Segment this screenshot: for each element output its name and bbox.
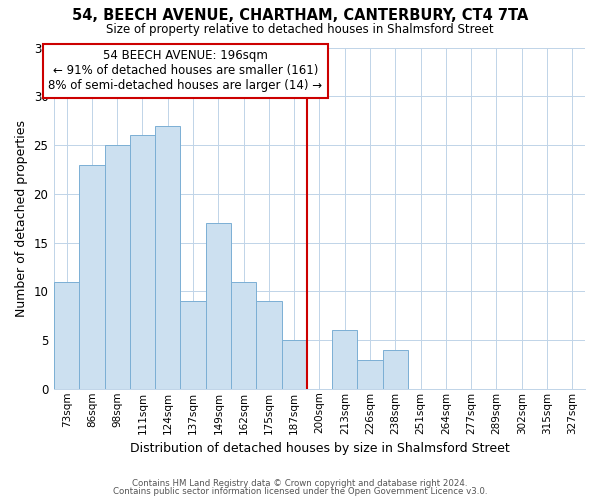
Bar — [383, 350, 408, 389]
Bar — [181, 301, 206, 389]
Text: Size of property relative to detached houses in Shalmsford Street: Size of property relative to detached ho… — [106, 22, 494, 36]
Text: 54, BEECH AVENUE, CHARTHAM, CANTERBURY, CT4 7TA: 54, BEECH AVENUE, CHARTHAM, CANTERBURY, … — [72, 8, 528, 22]
Text: 54 BEECH AVENUE: 196sqm
← 91% of detached houses are smaller (161)
8% of semi-de: 54 BEECH AVENUE: 196sqm ← 91% of detache… — [49, 50, 323, 92]
Bar — [54, 282, 79, 389]
Bar — [358, 360, 383, 389]
Text: Contains public sector information licensed under the Open Government Licence v3: Contains public sector information licen… — [113, 487, 487, 496]
Bar — [130, 136, 155, 389]
Bar — [104, 145, 130, 389]
Text: Contains HM Land Registry data © Crown copyright and database right 2024.: Contains HM Land Registry data © Crown c… — [132, 478, 468, 488]
Bar — [231, 282, 256, 389]
Y-axis label: Number of detached properties: Number of detached properties — [15, 120, 28, 316]
Bar — [332, 330, 358, 389]
Bar — [79, 164, 104, 389]
Bar — [281, 340, 307, 389]
Bar — [206, 223, 231, 389]
Bar — [155, 126, 181, 389]
X-axis label: Distribution of detached houses by size in Shalmsford Street: Distribution of detached houses by size … — [130, 442, 509, 455]
Bar — [256, 301, 281, 389]
